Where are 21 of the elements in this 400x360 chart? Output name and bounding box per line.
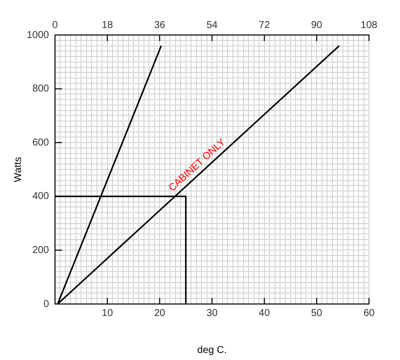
y-tick-label: 800 xyxy=(32,84,50,95)
x-tick-label: 50 xyxy=(311,308,323,319)
y-tick-label: 0 xyxy=(43,298,50,310)
x-tick-label: 10 xyxy=(102,308,114,319)
x2-tick-label: 72 xyxy=(258,20,270,31)
x-tick-label: 60 xyxy=(363,308,375,319)
y-tick-label: 600 xyxy=(32,137,50,148)
x2-tick-label: 54 xyxy=(206,20,218,31)
x2-tick-label: 18 xyxy=(102,20,114,31)
x2-tick-label: 108 xyxy=(360,20,378,31)
x-tick-label: 30 xyxy=(206,308,218,319)
x-axis-title: deg C. xyxy=(197,344,227,356)
y-tick-label: 200 xyxy=(32,244,50,256)
y-tick-label: 400 xyxy=(32,191,50,202)
x2-tick-label: 90 xyxy=(311,20,323,31)
x2-tick-label: 0 xyxy=(52,20,58,31)
x2-tick-label: 36 xyxy=(154,20,166,31)
x-tick-label: 40 xyxy=(258,308,270,319)
x-tick-label: 20 xyxy=(154,308,166,319)
y-tick-label: 1000 xyxy=(26,30,50,41)
y-axis-title: Watts xyxy=(12,156,24,182)
